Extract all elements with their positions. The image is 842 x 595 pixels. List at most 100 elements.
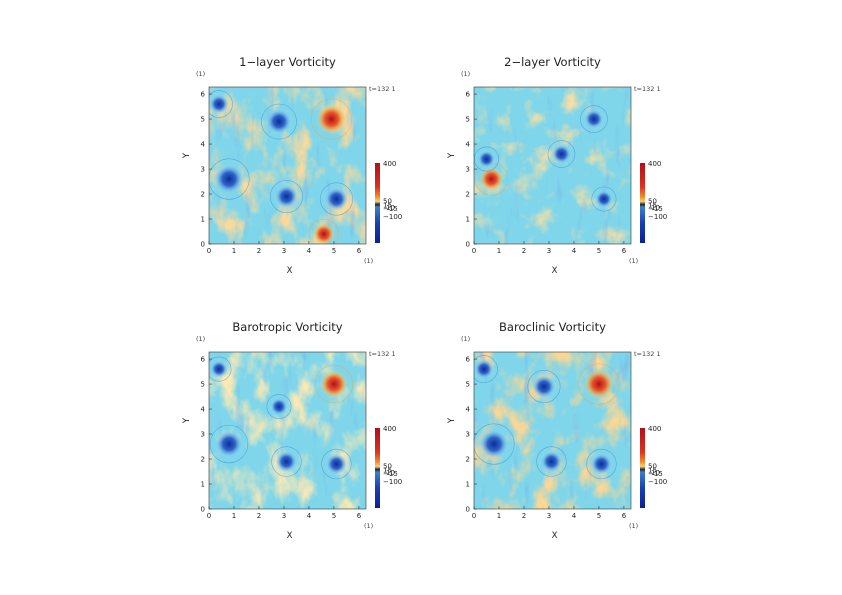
y-tick-label: 1 xyxy=(466,481,470,489)
negative-vorticity-filaments xyxy=(474,87,631,244)
colorbar-label: 15 xyxy=(383,202,392,210)
colorbar-label: 400 xyxy=(648,160,661,168)
vortex-5 xyxy=(324,187,349,212)
colorbar-label: 10 xyxy=(651,204,660,212)
y-tick-label: 2 xyxy=(201,191,205,199)
colorbar xyxy=(375,428,380,508)
vortex-ring xyxy=(474,423,515,465)
y-tick-label: 3 xyxy=(466,431,470,439)
vortex-4 xyxy=(325,453,348,476)
vortex-ring xyxy=(578,363,620,405)
y-tick-label: 0 xyxy=(466,506,470,514)
vortex-layer xyxy=(474,105,617,212)
vortex-ring xyxy=(209,356,232,382)
vortex-ring xyxy=(271,446,302,477)
y-unit-label: (1) xyxy=(196,70,205,78)
vortex-4 xyxy=(274,184,299,209)
panel-title: Baroclinic Vorticity xyxy=(499,320,606,334)
colorbar xyxy=(375,163,380,243)
y-axis-label: Y xyxy=(447,417,457,424)
x-tick-label: 6 xyxy=(622,247,627,255)
vortex-4 xyxy=(594,190,613,209)
y-tick-label: 3 xyxy=(201,431,205,439)
colorbar-label: 50 xyxy=(648,463,657,471)
vortex-ring xyxy=(310,98,352,140)
colorbar-label: −15 xyxy=(383,205,398,213)
y-tick-label: 4 xyxy=(466,406,471,414)
x-tick-label: 5 xyxy=(332,247,336,255)
y-tick-label: 5 xyxy=(201,116,205,124)
vortex-ring xyxy=(269,180,303,214)
panel-4: Baroclinic Vorticity 0 1 2 3 4 5 6 0 1 2 3 4 5 6 X Y (1) (… xyxy=(447,320,667,541)
y-tick-label: 5 xyxy=(466,116,470,124)
x-tick-label: 5 xyxy=(332,512,336,520)
colorbar-label: −100 xyxy=(383,213,402,221)
panel-title: 2−layer Vorticity xyxy=(504,55,601,69)
x-unit-label: (1) xyxy=(364,257,373,265)
x-unit-label: (1) xyxy=(629,522,638,530)
y-axis-label: Y xyxy=(182,152,192,159)
y-tick-label: 1 xyxy=(201,216,205,224)
colorbar-label: −15 xyxy=(648,205,663,213)
vortex-2 xyxy=(583,109,604,130)
vortex-5 xyxy=(590,453,613,476)
vortex-ring xyxy=(314,364,354,404)
vortex-5 xyxy=(551,144,572,165)
vortex-3 xyxy=(275,450,298,473)
x-tick-label: 0 xyxy=(207,247,211,255)
plot-frame xyxy=(208,351,367,510)
plot-frame xyxy=(473,86,632,245)
panel-1: 1−layer Vorticity 0 1 2 3 4 5 6 0 1 2 3 4 5 6 X Y (1) (1) t… xyxy=(182,55,402,276)
x-tick-label: 4 xyxy=(307,247,312,255)
vortex-5 xyxy=(209,360,228,379)
vortex-3 xyxy=(477,150,496,169)
x-axis-label: X xyxy=(287,531,293,541)
vortex-ring xyxy=(547,140,576,168)
x-tick-label: 1 xyxy=(232,247,236,255)
vortex-ring xyxy=(209,90,233,118)
y-tick-label: 2 xyxy=(201,456,205,464)
y-tick-label: 4 xyxy=(201,406,206,414)
vortex-6 xyxy=(269,397,288,416)
vortex-7 xyxy=(312,223,335,244)
vortex-2 xyxy=(316,104,347,135)
x-tick-label: 1 xyxy=(232,512,236,520)
colorbar xyxy=(640,428,645,508)
vortex-layer xyxy=(474,355,620,480)
x-tick-label: 3 xyxy=(547,247,551,255)
y-tick-label: 6 xyxy=(201,356,206,364)
vortex-ring xyxy=(261,103,297,140)
y-tick-label: 3 xyxy=(201,166,205,174)
x-unit-label: (1) xyxy=(629,257,638,265)
x-tick-label: 2 xyxy=(522,247,526,255)
x-tick-label: 3 xyxy=(547,512,551,520)
colorbar-label: 10 xyxy=(386,204,395,212)
vortex-ring xyxy=(308,218,340,244)
colorbar-label: 50 xyxy=(383,198,392,206)
vortex-1 xyxy=(214,430,243,459)
vortex-6 xyxy=(209,94,229,115)
colorbar-label: 15 xyxy=(648,202,657,210)
panel-2: 2−layer Vorticity 0 1 2 3 4 5 6 0 1 2 3 4 5 6 X Y (1) (1) t… xyxy=(447,55,667,276)
x-tick-label: 0 xyxy=(472,247,476,255)
vortex-3 xyxy=(531,374,556,399)
colorbar-label: −15 xyxy=(648,470,663,478)
x-tick-label: 6 xyxy=(357,247,362,255)
colorbar-label: 400 xyxy=(383,160,396,168)
vortex-ring xyxy=(474,355,498,383)
vortex-ring xyxy=(209,424,249,464)
y-axis-label: Y xyxy=(182,417,192,424)
x-tick-label: 2 xyxy=(522,512,526,520)
x-tick-label: 1 xyxy=(497,247,501,255)
y-tick-label: 6 xyxy=(466,356,471,364)
y-unit-label: (1) xyxy=(196,335,205,343)
x-tick-label: 4 xyxy=(572,512,577,520)
colorbar-label: −100 xyxy=(648,478,667,486)
colorbar-label: 400 xyxy=(648,425,661,433)
vortex-ring xyxy=(580,105,608,133)
vortex-1 xyxy=(479,167,504,192)
y-tick-label: 4 xyxy=(201,141,206,149)
vortex-ring xyxy=(209,158,250,200)
colorbar-label: 50 xyxy=(648,198,657,206)
panel-title: Barotropic Vorticity xyxy=(232,320,342,334)
